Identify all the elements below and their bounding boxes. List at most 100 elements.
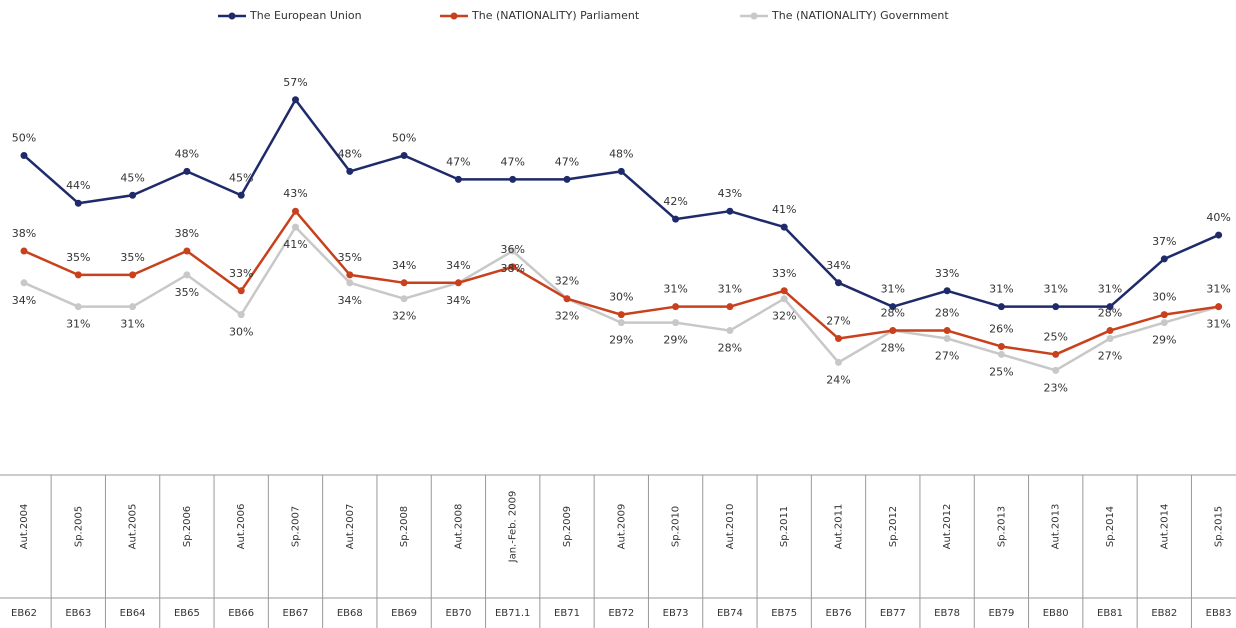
data-point xyxy=(183,271,191,279)
data-point xyxy=(997,303,1005,311)
wave-label: EB78 xyxy=(934,608,960,619)
data-label: 27% xyxy=(826,315,850,328)
data-label: 35% xyxy=(120,251,144,264)
data-point xyxy=(943,287,951,295)
wave-label: EB67 xyxy=(283,608,309,619)
data-point xyxy=(672,215,680,223)
data-point xyxy=(726,303,734,311)
wave-label: EB68 xyxy=(337,608,363,619)
category-label: Aut.2012 xyxy=(942,504,953,550)
data-point xyxy=(780,295,788,303)
data-label: 31% xyxy=(1043,283,1067,296)
data-point xyxy=(1215,303,1223,311)
data-point xyxy=(292,207,299,215)
data-label: 23% xyxy=(1043,381,1067,394)
data-point xyxy=(1106,327,1114,335)
data-point xyxy=(1160,311,1168,319)
data-label: 33% xyxy=(772,267,796,280)
category-label: Sp.2009 xyxy=(562,506,573,547)
category-label: Aut.2005 xyxy=(128,504,139,550)
data-label: 32% xyxy=(555,275,579,288)
wave-label: EB71.1 xyxy=(495,608,530,619)
data-point xyxy=(672,319,680,327)
data-label: 28% xyxy=(881,307,905,320)
data-point xyxy=(20,151,28,159)
data-point xyxy=(617,167,625,175)
data-label: 28% xyxy=(718,342,742,355)
data-label: 29% xyxy=(663,334,687,347)
data-label: 26% xyxy=(989,322,1013,335)
data-label: 27% xyxy=(935,350,959,363)
wave-label: EB76 xyxy=(826,608,852,619)
category-label: Aut.2010 xyxy=(725,504,736,550)
wave-label: EB77 xyxy=(880,608,906,619)
data-label: 44% xyxy=(66,179,90,192)
legend-marker xyxy=(750,12,758,20)
data-label: 33% xyxy=(935,267,959,280)
data-point xyxy=(1106,303,1114,311)
data-label: 41% xyxy=(772,203,796,216)
data-point xyxy=(726,327,734,335)
data-point xyxy=(1052,366,1060,374)
data-label: 32% xyxy=(772,310,796,323)
data-label: 24% xyxy=(826,373,850,386)
data-label: 31% xyxy=(663,283,687,296)
data-label: 32% xyxy=(555,310,579,323)
data-point xyxy=(183,247,191,255)
data-point xyxy=(454,279,462,287)
data-point xyxy=(509,247,517,255)
data-point xyxy=(237,191,245,199)
data-point xyxy=(237,287,245,295)
data-point xyxy=(1215,231,1223,239)
data-point xyxy=(672,303,680,311)
data-label: 31% xyxy=(718,283,742,296)
data-label: 28% xyxy=(1098,307,1122,320)
category-label: Sp.2012 xyxy=(888,506,899,547)
data-label: 25% xyxy=(1043,330,1067,343)
category-label: Aut.2014 xyxy=(1159,504,1170,550)
data-label: 37% xyxy=(1152,235,1176,248)
data-point xyxy=(346,167,354,175)
data-point xyxy=(617,311,625,319)
data-label: 34% xyxy=(826,259,850,272)
data-label: 40% xyxy=(1206,211,1230,224)
data-label: 25% xyxy=(989,365,1013,378)
data-label: 38% xyxy=(500,262,524,275)
data-label: 27% xyxy=(1098,350,1122,363)
data-label: 31% xyxy=(1206,318,1230,331)
wave-label: EB81 xyxy=(1097,608,1123,619)
series-line xyxy=(23,98,1220,308)
category-label: Sp.2015 xyxy=(1214,506,1225,547)
data-label: 30% xyxy=(229,326,253,339)
data-label: 31% xyxy=(66,318,90,331)
data-point xyxy=(997,342,1005,350)
data-label: 31% xyxy=(1098,283,1122,296)
data-label: 36% xyxy=(500,243,524,256)
data-point xyxy=(1052,303,1060,311)
data-point xyxy=(1160,319,1168,327)
wave-label: EB64 xyxy=(120,608,146,619)
data-point xyxy=(563,295,571,303)
data-label: 42% xyxy=(663,195,687,208)
wave-label: EB83 xyxy=(1206,608,1232,619)
legend-label: The (NATIONALITY) Parliament xyxy=(471,9,640,22)
wave-label: EB70 xyxy=(445,608,471,619)
wave-label: EB74 xyxy=(717,608,743,619)
category-label: Aut.2011 xyxy=(834,504,845,550)
data-label: 34% xyxy=(446,294,470,307)
data-point xyxy=(74,199,82,207)
wave-label: EB66 xyxy=(228,608,254,619)
data-point xyxy=(617,319,625,327)
data-label: 31% xyxy=(881,283,905,296)
data-point xyxy=(292,96,299,104)
category-label: Jan.-Feb. 2009 xyxy=(508,491,519,564)
data-point xyxy=(997,350,1005,358)
data-point xyxy=(400,279,408,287)
data-label: 28% xyxy=(881,342,905,355)
data-label: 34% xyxy=(338,294,362,307)
data-point xyxy=(835,279,842,287)
data-label: 38% xyxy=(175,227,199,240)
data-point xyxy=(780,287,788,295)
wave-label: EB79 xyxy=(988,608,1014,619)
